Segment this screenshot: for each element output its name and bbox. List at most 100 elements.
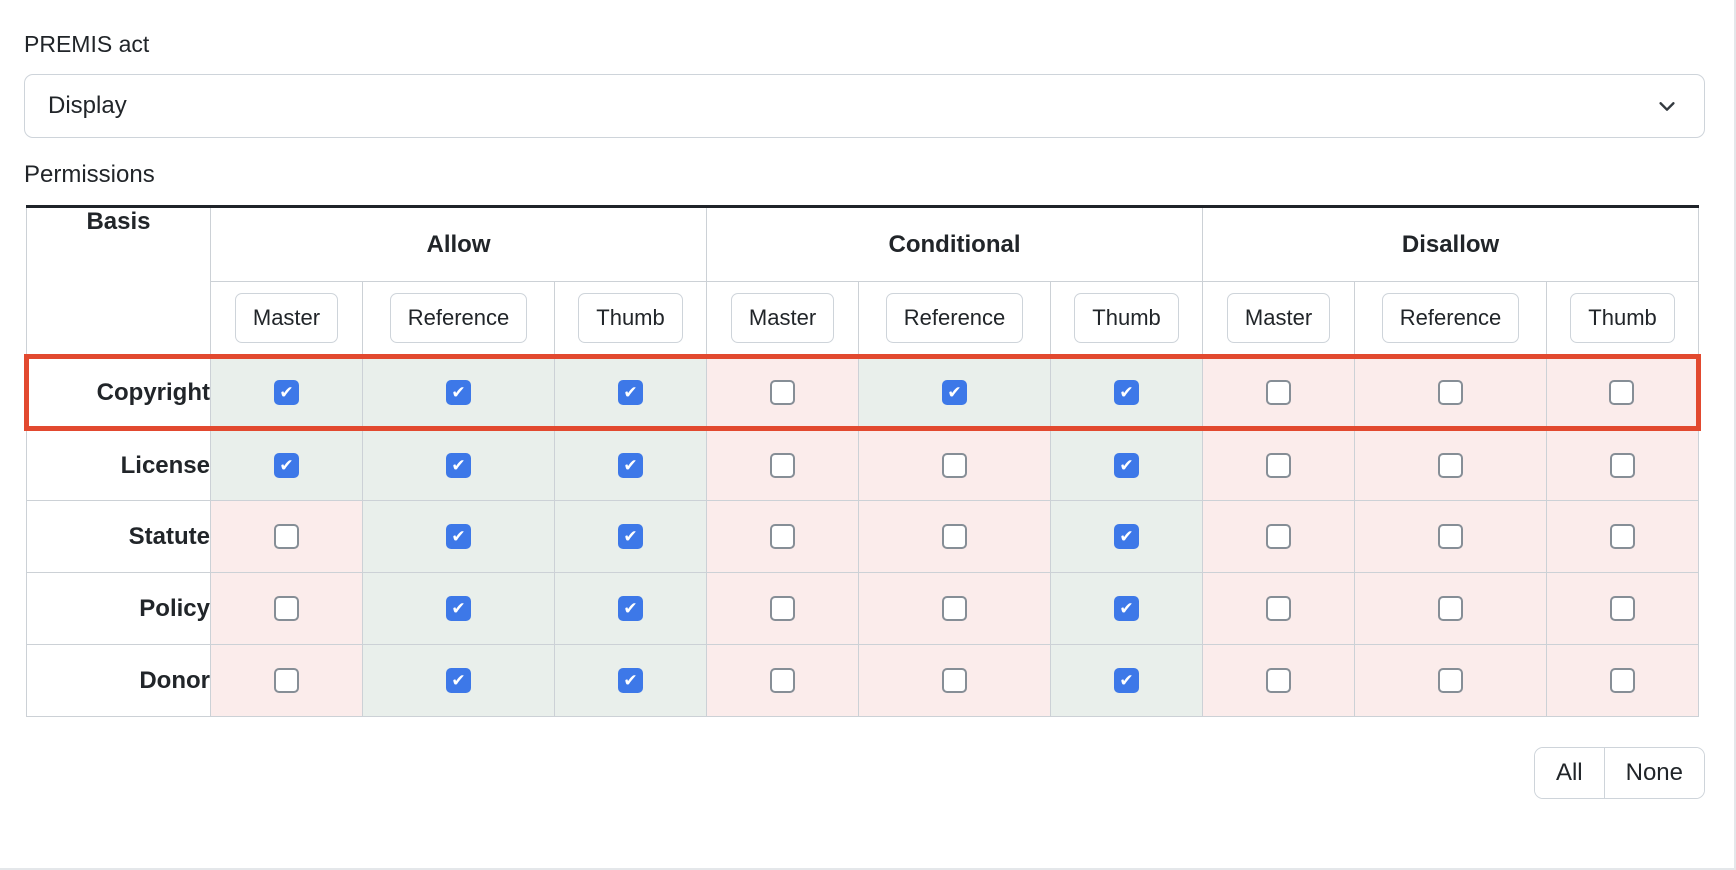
subcolumn-header-row: Master Reference Thumb Master Reference Thumb… xyxy=(27,281,1700,357)
cell-copyright-conditional-reference: ✔ xyxy=(858,354,1052,431)
permission-row-copyright[interactable]: Copyright ✔ ✔ ✔ ✔ ✔ xyxy=(24,354,1702,431)
cell-license-disallow-thumb xyxy=(1546,428,1700,501)
chevron-down-icon xyxy=(1656,95,1678,117)
cell-copyright-disallow-reference xyxy=(1354,354,1548,431)
subcolumn-header-conditional-thumb: Thumb xyxy=(1050,281,1204,357)
subcolumn-header-allow-reference: Reference xyxy=(362,281,555,357)
permission-row-policy[interactable]: Policy ✔ ✔ ✔ xyxy=(26,572,1700,645)
checkbox-policy-allow-reference[interactable]: ✔ xyxy=(446,596,471,621)
checkbox-donor-disallow-reference[interactable] xyxy=(1438,668,1464,693)
checkbox-statute-disallow-master[interactable] xyxy=(1266,524,1292,549)
premis-act-select[interactable]: Display xyxy=(24,74,1705,138)
subcolumn-header-disallow-thumb: Thumb xyxy=(1546,281,1700,357)
checkbox-copyright-allow-master[interactable]: ✔ xyxy=(274,380,299,405)
disallow-thumb-column-button[interactable]: Thumb xyxy=(1570,293,1675,343)
checkbox-policy-disallow-reference[interactable] xyxy=(1438,596,1464,621)
cell-statute-allow-thumb: ✔ xyxy=(553,500,708,573)
checkbox-statute-allow-thumb[interactable]: ✔ xyxy=(618,524,644,549)
permission-row-license[interactable]: License ✔ ✔ ✔ ✔ xyxy=(26,428,1700,501)
checkbox-license-disallow-reference[interactable] xyxy=(1438,453,1464,478)
premis-act-selected-value: Display xyxy=(48,92,127,119)
allow-reference-column-button[interactable]: Reference xyxy=(389,293,528,343)
cell-license-disallow-master xyxy=(1202,428,1356,501)
cell-donor-allow-master xyxy=(210,644,363,717)
checkbox-copyright-allow-reference[interactable]: ✔ xyxy=(446,380,471,405)
basis-column-header: Basis xyxy=(26,206,211,357)
cell-license-conditional-master xyxy=(706,428,860,501)
conditional-thumb-column-button[interactable]: Thumb xyxy=(1074,293,1179,343)
conditional-reference-column-button[interactable]: Reference xyxy=(885,293,1024,343)
checkbox-copyright-disallow-thumb[interactable] xyxy=(1609,380,1635,405)
cell-donor-conditional-thumb: ✔ xyxy=(1050,644,1204,717)
checkbox-license-conditional-reference[interactable] xyxy=(942,453,968,478)
checkbox-donor-conditional-master[interactable] xyxy=(770,668,796,693)
checkbox-donor-conditional-thumb[interactable]: ✔ xyxy=(1114,668,1140,693)
cell-copyright-disallow-master xyxy=(1202,354,1356,431)
cell-policy-conditional-thumb: ✔ xyxy=(1050,572,1204,645)
checkbox-donor-disallow-master[interactable] xyxy=(1266,668,1292,693)
row-label-policy: Policy xyxy=(26,572,211,645)
cell-statute-allow-master xyxy=(210,500,363,573)
checkbox-statute-conditional-master[interactable] xyxy=(770,524,796,549)
checkbox-license-disallow-master[interactable] xyxy=(1266,453,1292,478)
checkbox-copyright-conditional-thumb[interactable]: ✔ xyxy=(1114,380,1140,405)
checkbox-policy-conditional-thumb[interactable]: ✔ xyxy=(1114,596,1140,621)
cell-copyright-conditional-master xyxy=(706,354,860,431)
group-header-row: Basis Allow Conditional Disallow xyxy=(26,206,1700,357)
row-label-statute: Statute xyxy=(26,500,211,573)
checkbox-statute-allow-reference[interactable]: ✔ xyxy=(446,524,471,549)
checkbox-policy-disallow-master[interactable] xyxy=(1266,596,1292,621)
checkbox-copyright-disallow-master[interactable] xyxy=(1266,380,1292,405)
checkbox-copyright-conditional-master[interactable] xyxy=(770,380,796,405)
select-none-button[interactable]: None xyxy=(1603,748,1704,798)
cell-donor-allow-reference: ✔ xyxy=(362,644,555,717)
checkbox-statute-disallow-reference[interactable] xyxy=(1438,524,1464,549)
cell-donor-allow-thumb: ✔ xyxy=(553,644,708,717)
subcolumn-header-disallow-reference: Reference xyxy=(1354,281,1548,357)
checkbox-policy-allow-thumb[interactable]: ✔ xyxy=(618,596,644,621)
subcolumn-header-conditional-reference: Reference xyxy=(858,281,1052,357)
checkbox-donor-conditional-reference[interactable] xyxy=(942,668,968,693)
checkbox-donor-allow-thumb[interactable]: ✔ xyxy=(618,668,644,693)
checkbox-policy-conditional-reference[interactable] xyxy=(942,596,968,621)
checkbox-copyright-allow-thumb[interactable]: ✔ xyxy=(618,380,644,405)
cell-copyright-allow-thumb: ✔ xyxy=(553,354,708,431)
select-all-button[interactable]: All xyxy=(1534,748,1604,798)
checkbox-policy-disallow-thumb[interactable] xyxy=(1610,596,1636,621)
checkbox-copyright-conditional-reference[interactable]: ✔ xyxy=(942,380,968,405)
group-header-disallow: Disallow xyxy=(1202,206,1700,282)
disallow-reference-column-button[interactable]: Reference xyxy=(1381,293,1520,343)
cell-donor-conditional-reference xyxy=(858,644,1052,717)
checkbox-donor-allow-master[interactable] xyxy=(274,668,299,693)
checkbox-license-conditional-master[interactable] xyxy=(770,453,796,478)
cell-statute-conditional-master xyxy=(706,500,860,573)
checkbox-license-conditional-thumb[interactable]: ✔ xyxy=(1114,453,1140,478)
checkbox-policy-conditional-master[interactable] xyxy=(770,596,796,621)
checkbox-donor-disallow-thumb[interactable] xyxy=(1610,668,1636,693)
cell-policy-allow-master xyxy=(210,572,363,645)
cell-copyright-allow-master: ✔ xyxy=(210,354,363,431)
checkbox-license-disallow-thumb[interactable] xyxy=(1610,453,1636,478)
allow-thumb-column-button[interactable]: Thumb xyxy=(578,293,683,343)
cell-policy-disallow-reference xyxy=(1354,572,1548,645)
checkbox-license-allow-master[interactable]: ✔ xyxy=(274,453,299,478)
disallow-master-column-button[interactable]: Master xyxy=(1226,293,1331,343)
cell-policy-disallow-master xyxy=(1202,572,1356,645)
checkbox-statute-allow-master[interactable] xyxy=(274,524,299,549)
row-label-copyright: Copyright xyxy=(24,354,211,431)
cell-license-disallow-reference xyxy=(1354,428,1548,501)
allow-master-column-button[interactable]: Master xyxy=(234,293,339,343)
cell-donor-disallow-reference xyxy=(1354,644,1548,717)
conditional-master-column-button[interactable]: Master xyxy=(730,293,835,343)
checkbox-license-allow-reference[interactable]: ✔ xyxy=(446,453,471,478)
permission-row-donor[interactable]: Donor ✔ ✔ ✔ xyxy=(26,644,1700,717)
checkbox-statute-conditional-reference[interactable] xyxy=(942,524,968,549)
checkbox-statute-conditional-thumb[interactable]: ✔ xyxy=(1114,524,1140,549)
checkbox-donor-allow-reference[interactable]: ✔ xyxy=(446,668,471,693)
checkbox-copyright-disallow-reference[interactable] xyxy=(1438,380,1464,405)
checkbox-statute-disallow-thumb[interactable] xyxy=(1610,524,1636,549)
permission-row-statute[interactable]: Statute ✔ ✔ ✔ xyxy=(26,500,1700,573)
checkbox-policy-allow-master[interactable] xyxy=(274,596,299,621)
checkbox-license-allow-thumb[interactable]: ✔ xyxy=(618,453,644,478)
